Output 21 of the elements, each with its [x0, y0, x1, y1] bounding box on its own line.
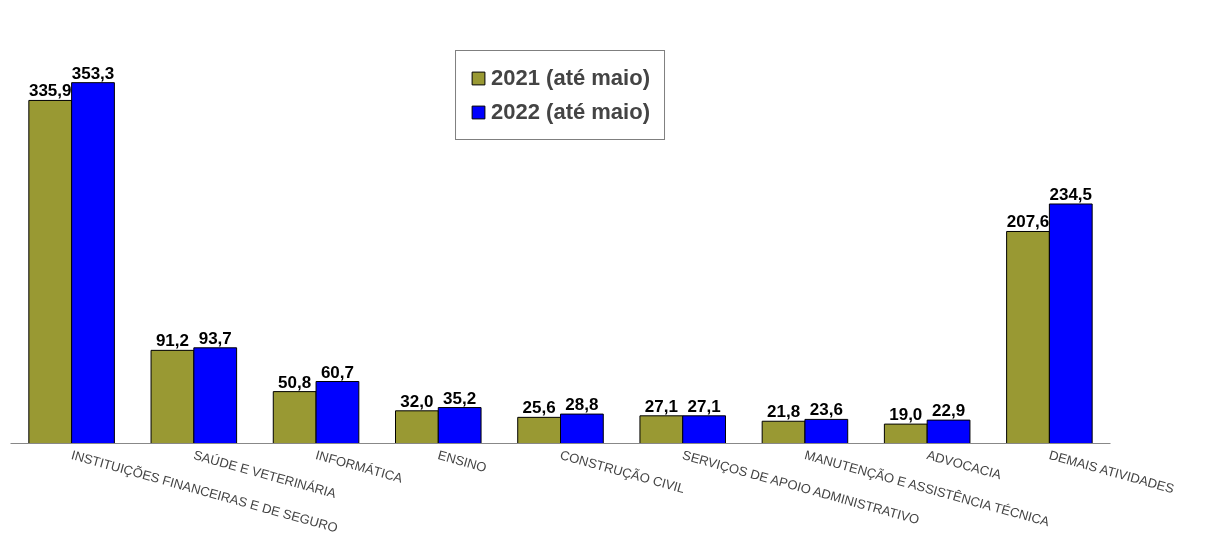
- data-label: 23,6: [809, 400, 843, 420]
- data-label: 22,9: [932, 401, 966, 421]
- data-label: 91,2: [155, 331, 189, 351]
- legend-label: 2022 (até maio): [491, 99, 650, 125]
- data-label: 32,0: [400, 391, 434, 411]
- data-label: 27,1: [687, 396, 721, 416]
- legend-label: 2021 (até maio): [491, 65, 650, 91]
- data-label: 234,5: [1049, 185, 1093, 204]
- data-label: 19,0: [889, 405, 923, 425]
- data-label: 50,8: [278, 372, 312, 392]
- data-label: 27,1: [644, 396, 678, 416]
- data-label: 335,9: [28, 81, 72, 101]
- data-label: 93,7: [198, 328, 232, 348]
- data-label: 207,6: [1006, 212, 1050, 232]
- data-label: 353,3: [71, 63, 115, 83]
- data-label: 35,2: [443, 388, 477, 408]
- x-tick-label: ENSINO: [436, 447, 489, 476]
- data-label: 60,7: [320, 362, 354, 382]
- data-label: 25,6: [522, 398, 556, 418]
- data-label: 21,8: [767, 402, 801, 422]
- data-label: 28,8: [565, 395, 599, 415]
